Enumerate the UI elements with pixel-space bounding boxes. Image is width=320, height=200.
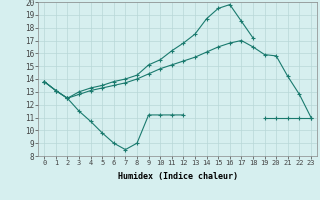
X-axis label: Humidex (Indice chaleur): Humidex (Indice chaleur) xyxy=(118,172,238,181)
